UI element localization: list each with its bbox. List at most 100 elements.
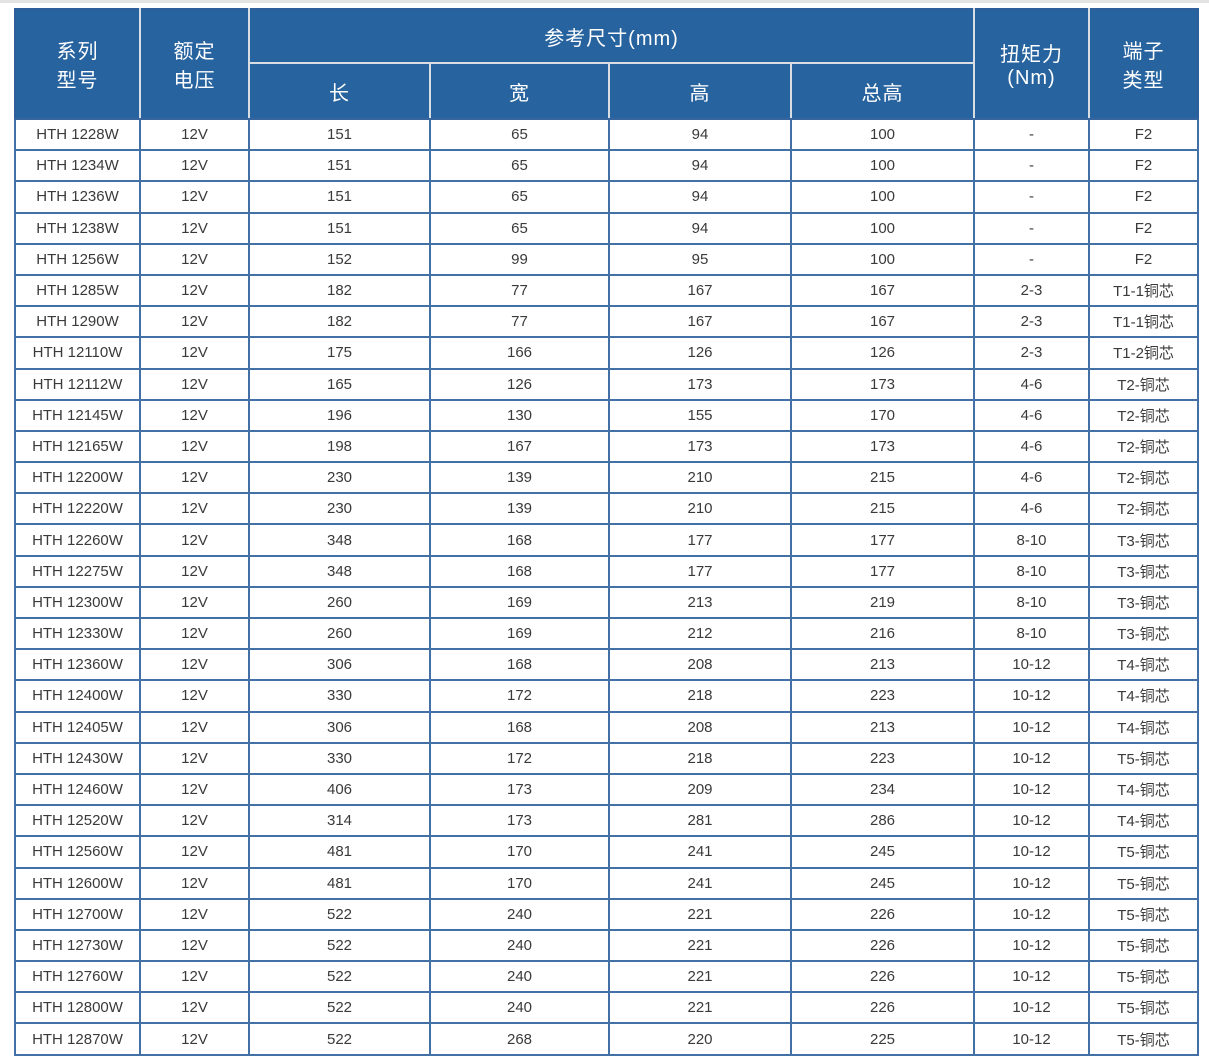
cell-torque: 4-6: [973, 492, 1091, 526]
cell-height: 210: [608, 461, 792, 495]
cell-height: 220: [608, 1022, 792, 1056]
cell-length: 522: [248, 991, 431, 1025]
cell-width: 240: [429, 897, 610, 931]
cell-width: 173: [429, 772, 610, 807]
cell-voltage: 12V: [139, 492, 250, 526]
cell-model: HTH 12145W: [14, 398, 141, 432]
header-height: 高: [608, 62, 792, 120]
table-row: HTH 12400W 12V 330 172 218 223 10-12 T4-…: [14, 679, 1200, 713]
table-row: HTH 1238W 12V 151 65 94 100 - F2: [14, 211, 1200, 245]
cell-total-height: 219: [789, 585, 976, 620]
table-row: HTH 12730W 12V 522 240 221 226 10-12 T5-…: [14, 928, 1200, 963]
table-row: HTH 12870W 12V 522 268 220 225 10-12 T5-…: [14, 1022, 1200, 1056]
cell-length: 481: [248, 835, 431, 869]
table-row: HTH 12220W 12V 230 139 210 215 4-6 T2-铜芯: [14, 492, 1200, 526]
cell-torque: 10-12: [973, 960, 1091, 994]
cell-width: 65: [429, 180, 610, 214]
cell-model: HTH 1236W: [14, 180, 141, 214]
cell-height: 177: [608, 554, 792, 588]
cell-torque: 10-12: [973, 772, 1091, 807]
cell-width: 240: [429, 928, 610, 963]
cell-model: HTH 12220W: [14, 492, 141, 526]
cell-width: 166: [429, 336, 610, 370]
cell-width: 170: [429, 866, 610, 900]
cell-width: 130: [429, 398, 610, 432]
cell-terminal: T2-铜芯: [1088, 461, 1200, 495]
cell-voltage: 12V: [139, 523, 250, 557]
header-series-model: 系列 型号: [14, 8, 141, 120]
cell-model: HTH 12200W: [14, 461, 141, 495]
cell-total-height: 223: [789, 679, 976, 713]
cell-width: 65: [429, 117, 610, 152]
cell-length: 182: [248, 305, 431, 339]
cell-torque: 10-12: [973, 679, 1091, 713]
cell-terminal: T2-铜芯: [1088, 492, 1200, 526]
cell-length: 151: [248, 180, 431, 214]
table-row: HTH 12145W 12V 196 130 155 170 4-6 T2-铜芯: [14, 398, 1200, 432]
cell-model: HTH 12275W: [14, 554, 141, 588]
cell-width: 168: [429, 523, 610, 557]
cell-model: HTH 1285W: [14, 273, 141, 308]
table-row: HTH 12300W 12V 260 169 213 219 8-10 T3-铜…: [14, 585, 1200, 620]
cell-model: HTH 12600W: [14, 866, 141, 900]
cell-voltage: 12V: [139, 835, 250, 869]
cell-model: HTH 12430W: [14, 741, 141, 775]
cell-torque: 8-10: [973, 554, 1091, 588]
table-row: HTH 12430W 12V 330 172 218 223 10-12 T5-…: [14, 741, 1200, 775]
cell-height: 209: [608, 772, 792, 807]
cell-height: 221: [608, 897, 792, 931]
cell-height: 94: [608, 180, 792, 214]
cell-terminal: F2: [1088, 180, 1200, 214]
cell-model: HTH 12400W: [14, 679, 141, 713]
cell-voltage: 12V: [139, 461, 250, 495]
table-row: HTH 12275W 12V 348 168 177 177 8-10 T3-铜…: [14, 554, 1200, 588]
cell-model: HTH 1238W: [14, 211, 141, 245]
cell-length: 151: [248, 117, 431, 152]
cell-width: 167: [429, 429, 610, 464]
cell-length: 306: [248, 648, 431, 682]
cell-length: 522: [248, 928, 431, 963]
cell-length: 260: [248, 616, 431, 651]
spec-table-container: 系列 型号 额定 电压 参考尺寸(mm) 扭矩力 (Nm) 端子 类型 长 宽 …: [14, 8, 1200, 1056]
cell-terminal: T2-铜芯: [1088, 398, 1200, 432]
cell-length: 330: [248, 741, 431, 775]
cell-model: HTH 12730W: [14, 928, 141, 963]
cell-height: 221: [608, 928, 792, 963]
cell-length: 230: [248, 492, 431, 526]
cell-voltage: 12V: [139, 554, 250, 588]
cell-total-height: 226: [789, 897, 976, 931]
cell-total-height: 100: [789, 149, 976, 183]
cell-voltage: 12V: [139, 242, 250, 276]
cell-voltage: 12V: [139, 616, 250, 651]
cell-torque: 8-10: [973, 616, 1091, 651]
cell-voltage: 12V: [139, 710, 250, 744]
cell-total-height: 226: [789, 991, 976, 1025]
cell-torque: 10-12: [973, 866, 1091, 900]
cell-width: 139: [429, 461, 610, 495]
cell-model: HTH 12760W: [14, 960, 141, 994]
cell-length: 348: [248, 554, 431, 588]
cell-length: 182: [248, 273, 431, 308]
header-width: 宽: [429, 62, 610, 120]
cell-height: 221: [608, 960, 792, 994]
cell-total-height: 215: [789, 492, 976, 526]
cell-width: 65: [429, 211, 610, 245]
cell-width: 139: [429, 492, 610, 526]
cell-torque: 2-3: [973, 336, 1091, 370]
cell-terminal: F2: [1088, 211, 1200, 245]
cell-terminal: T4-铜芯: [1088, 772, 1200, 807]
cell-width: 173: [429, 804, 610, 838]
cell-height: 167: [608, 273, 792, 308]
cell-model: HTH 12330W: [14, 616, 141, 651]
cell-voltage: 12V: [139, 897, 250, 931]
table-row: HTH 12600W 12V 481 170 241 245 10-12 T5-…: [14, 866, 1200, 900]
cell-terminal: T5-铜芯: [1088, 897, 1200, 931]
cell-torque: 2-3: [973, 305, 1091, 339]
table-row: HTH 12112W 12V 165 126 173 173 4-6 T2-铜芯: [14, 367, 1200, 401]
cell-torque: 10-12: [973, 804, 1091, 838]
cell-voltage: 12V: [139, 180, 250, 214]
cell-total-height: 100: [789, 180, 976, 214]
cell-torque: 10-12: [973, 928, 1091, 963]
cell-torque: 4-6: [973, 367, 1091, 401]
table-row: HTH 1290W 12V 182 77 167 167 2-3 T1-1铜芯: [14, 305, 1200, 339]
